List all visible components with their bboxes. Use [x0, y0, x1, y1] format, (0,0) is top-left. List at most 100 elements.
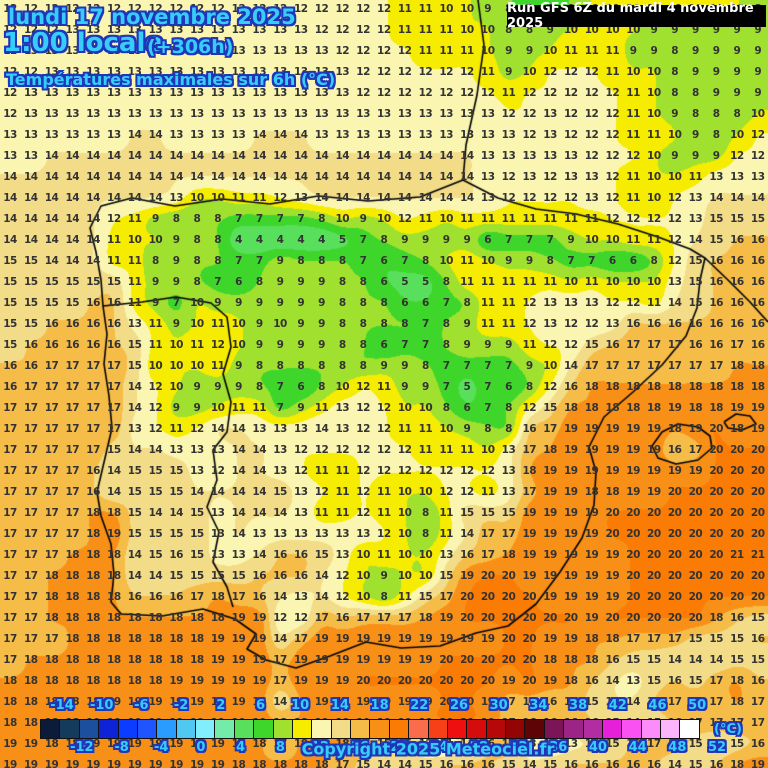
temp-value: 15: [730, 654, 744, 666]
temp-value: 10: [397, 570, 412, 582]
temp-value: 13: [23, 87, 38, 99]
temp-value: 13: [314, 108, 329, 120]
temp-value: 13: [543, 108, 557, 120]
temp-value: 15: [584, 696, 599, 708]
temp-value: 10: [647, 108, 661, 120]
temp-value: 11: [418, 213, 433, 225]
temp-value: 16: [563, 759, 578, 768]
temp-value: 9: [712, 45, 720, 57]
temp-value: 18: [190, 654, 204, 666]
temp-value: 19: [377, 633, 391, 645]
temp-value: 14: [127, 444, 142, 456]
temp-value: 14: [44, 192, 59, 204]
temp-value: 9: [754, 45, 762, 57]
temp-value: 12: [563, 87, 578, 99]
scale-color-cell: [661, 720, 681, 738]
temp-value: 17: [44, 507, 59, 519]
temp-value: 18: [169, 612, 183, 624]
temp-value: 8: [692, 87, 699, 99]
temp-value: 14: [44, 150, 59, 162]
temp-value: 12: [190, 423, 204, 435]
temp-value: 16: [86, 318, 100, 330]
scale-tick-label: 40: [588, 740, 607, 755]
temp-value: 13: [252, 66, 267, 78]
temp-value: 18: [23, 717, 38, 729]
temp-value: 13: [273, 66, 287, 78]
temp-value: 13: [293, 108, 308, 120]
temp-value: 10: [667, 129, 682, 141]
temp-value: 15: [418, 759, 433, 768]
temp-value: 17: [86, 381, 100, 393]
temp-value: 14: [127, 129, 142, 141]
temp-value: 13: [44, 45, 59, 57]
temp-value: 20: [667, 549, 682, 561]
temp-value: 14: [314, 150, 329, 162]
temp-value: 18: [86, 633, 100, 645]
temp-value: 15: [190, 528, 204, 540]
temp-value: 20: [647, 612, 661, 624]
temp-value: 19: [65, 759, 80, 768]
temp-value: 13: [522, 171, 537, 183]
temp-value: 10: [169, 339, 183, 351]
temp-value: 17: [23, 591, 38, 603]
scale-tick-label: 28: [469, 740, 488, 755]
temp-value: 14: [605, 696, 620, 708]
temp-value: 13: [44, 108, 59, 120]
temp-value: 16: [667, 675, 682, 687]
temp-value: 6: [484, 234, 492, 246]
temp-value: 8: [712, 108, 720, 120]
temp-value: 13: [148, 108, 163, 120]
temp-value: 18: [107, 591, 121, 603]
temp-value: 20: [480, 654, 495, 666]
temp-value: 10: [397, 402, 412, 414]
temp-value: 8: [421, 528, 429, 540]
scale-tick-label: 2: [216, 698, 226, 713]
temp-value: 20: [730, 465, 744, 477]
temp-value: 4: [297, 234, 305, 246]
temp-value: 7: [505, 360, 512, 372]
temp-value: 20: [709, 528, 723, 540]
temp-value: 17: [107, 381, 121, 393]
temp-value: 10: [584, 234, 599, 246]
temp-value: 16: [584, 675, 599, 687]
temp-value: 19: [626, 486, 640, 498]
temp-value: 20: [730, 507, 744, 519]
temp-value: 19: [127, 738, 142, 750]
temp-value: 16: [86, 297, 100, 309]
temp-value: 19: [543, 507, 557, 519]
temp-value: 18: [709, 402, 723, 414]
temp-value: 20: [605, 507, 620, 519]
temp-value: 12: [418, 465, 433, 477]
temp-value: 14: [127, 171, 142, 183]
scale-color-cell: [467, 720, 487, 738]
temp-value: 16: [709, 276, 723, 288]
temp-value: 12: [377, 465, 391, 477]
temp-value: 13: [730, 171, 744, 183]
temp-value: 12: [293, 3, 308, 15]
temp-value: 17: [3, 423, 17, 435]
temp-value: 16: [460, 759, 474, 768]
temp-value: 11: [522, 276, 537, 288]
temp-value: 8: [193, 234, 201, 246]
temp-value: 13: [86, 66, 100, 78]
temp-value: 12: [563, 318, 578, 330]
temp-value: 15: [501, 759, 516, 768]
temp-value: 8: [297, 360, 305, 372]
temp-value: 19: [252, 675, 267, 687]
temp-value: 18: [127, 612, 142, 624]
temp-value: 18: [563, 654, 578, 666]
temp-value: 17: [397, 612, 412, 624]
temp-value: 14: [335, 171, 350, 183]
temp-value: 20: [522, 612, 537, 624]
temp-value: 10: [605, 276, 620, 288]
scale-color-cell: [99, 720, 119, 738]
map-date-title: lundi 17 novembre 2025: [8, 5, 296, 29]
temp-value: 12: [460, 66, 474, 78]
temp-value: 18: [44, 612, 59, 624]
temp-value: 13: [231, 108, 246, 120]
temp-value: 18: [647, 402, 661, 414]
temp-value: 19: [210, 654, 225, 666]
temp-value: 15: [44, 276, 59, 288]
temp-value: 14: [314, 171, 329, 183]
